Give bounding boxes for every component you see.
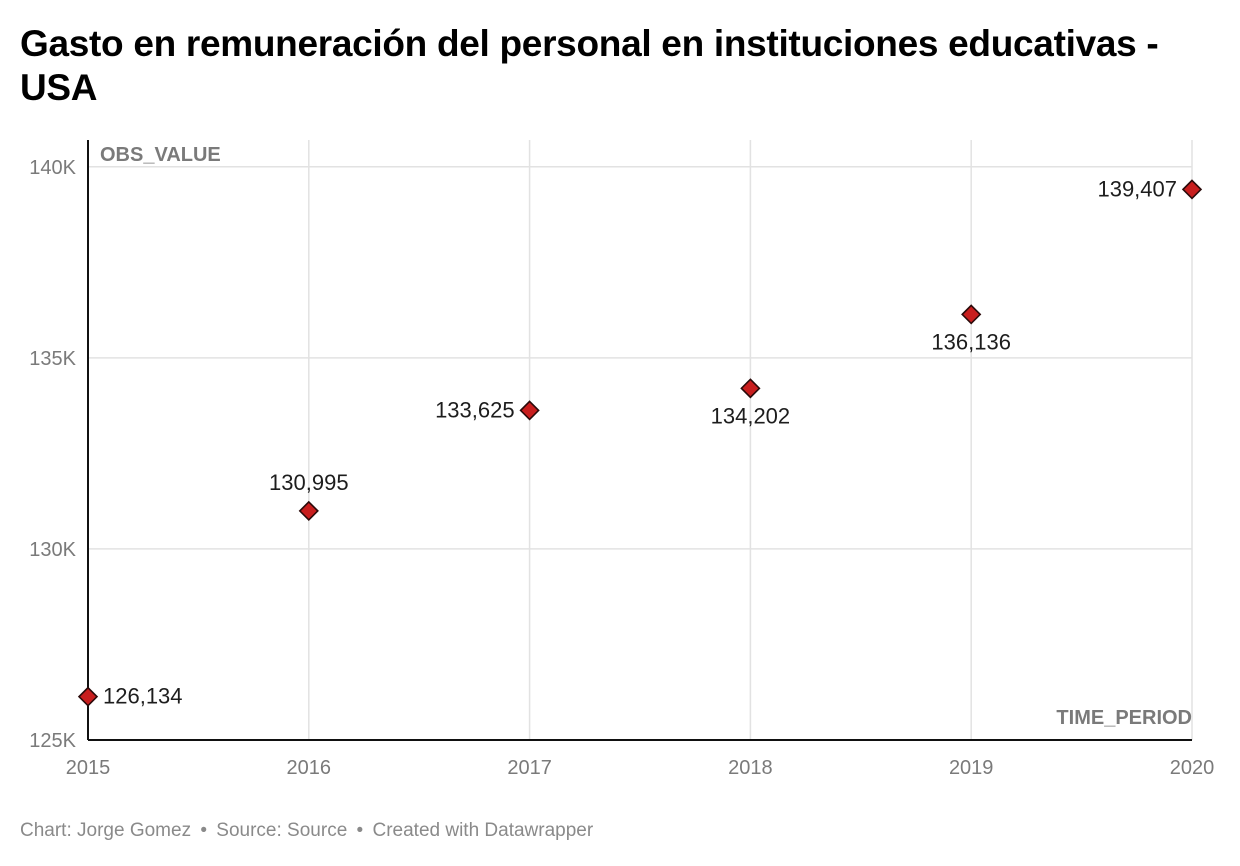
footer-separator: • — [356, 820, 364, 841]
y-axis-title: OBS_VALUE — [100, 144, 221, 166]
data-point — [77, 686, 99, 707]
x-tick-label: 2020 — [1170, 757, 1215, 779]
data-point — [519, 400, 540, 421]
x-axis-title: TIME_PERIOD — [1056, 707, 1192, 729]
data-label: 130,995 — [269, 470, 349, 495]
y-tick-label: 140K — [29, 157, 76, 179]
data-label: 126,134 — [103, 684, 183, 709]
chart-footer: Chart: Jorge Gomez • Source: Source • Cr… — [20, 820, 593, 842]
data-label: 136,136 — [931, 329, 1011, 354]
data-point — [961, 304, 982, 325]
grid-layer — [88, 140, 1193, 741]
y-tick-label: 130K — [29, 539, 76, 561]
chart-title: Gasto en remuneración del personal en in… — [20, 23, 1159, 108]
data-point — [1181, 179, 1203, 200]
x-tick-label: 2016 — [287, 757, 332, 779]
x-tick-label: 2017 — [507, 757, 552, 779]
marks-layer — [77, 179, 1203, 707]
labels-layer: 126,134 130,995 133,625 134,202 136,136 139,4… — [103, 176, 1177, 708]
x-tick-label: 2019 — [949, 757, 994, 779]
data-label: 139,407 — [1097, 176, 1177, 201]
data-label: 133,625 — [435, 397, 515, 422]
footer-created: Created with Datawrapper — [372, 820, 594, 841]
y-tick-label: 135K — [29, 348, 76, 370]
footer-credit: Chart: Jorge Gomez — [20, 820, 192, 841]
x-tick-label: 2015 — [66, 757, 111, 779]
y-tick-label: 125K — [29, 730, 76, 752]
footer-separator: • — [200, 820, 208, 841]
x-tick-label: 2018 — [728, 757, 773, 779]
axis-layer: 125K 130K 135K 140K 2015 2016 2017 2018 2019 2020… — [29, 140, 1214, 779]
data-point — [740, 378, 761, 399]
data-point — [298, 500, 319, 522]
footer-source: Source: Source — [216, 820, 348, 841]
data-label: 134,202 — [711, 403, 791, 428]
